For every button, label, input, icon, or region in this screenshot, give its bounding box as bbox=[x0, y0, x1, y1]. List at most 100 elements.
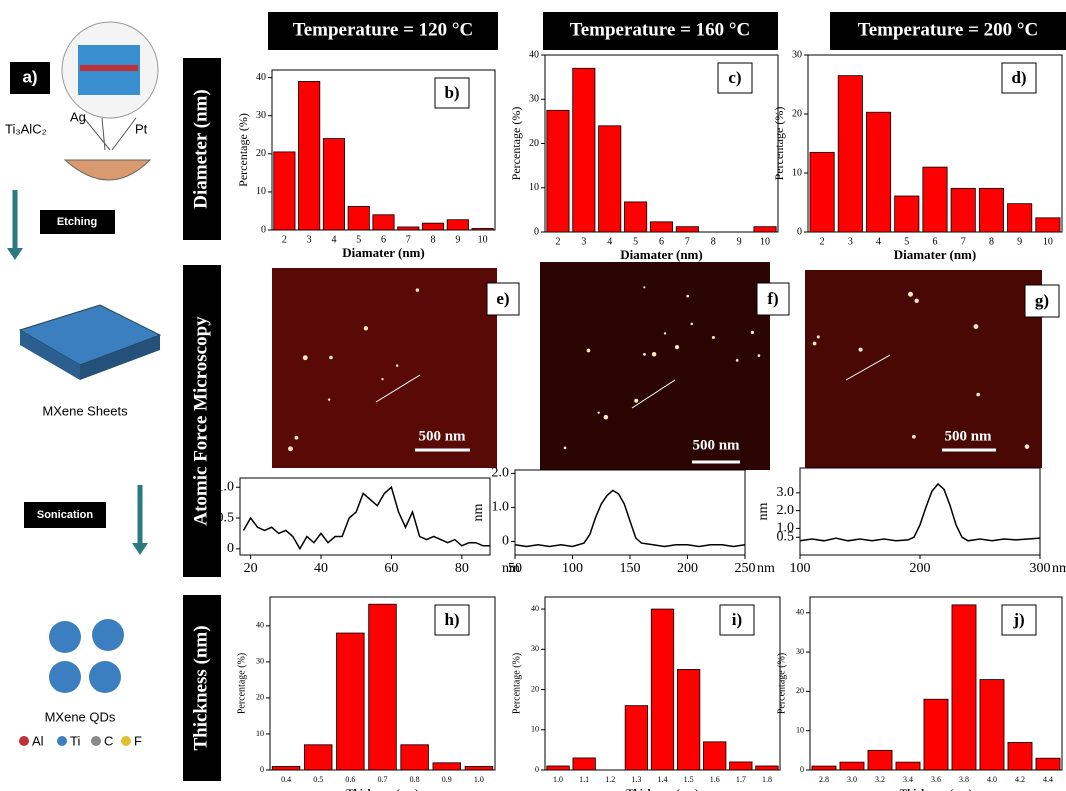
x-tick-label: 200 bbox=[910, 561, 931, 576]
y-tick-label: 20 bbox=[792, 108, 802, 119]
y-tick-label: 0 bbox=[227, 541, 234, 556]
bar bbox=[303, 744, 333, 771]
x-tick-label: 3 bbox=[848, 236, 853, 247]
y-tick-label: 0.5 bbox=[777, 529, 795, 544]
bar bbox=[753, 226, 777, 233]
y-tick-label: 10 bbox=[531, 725, 539, 734]
bar bbox=[895, 761, 921, 771]
x-tick-label: 4 bbox=[331, 234, 336, 245]
plot-frame bbox=[799, 467, 1041, 556]
plot-frame bbox=[239, 477, 491, 556]
anode: Ag bbox=[70, 109, 86, 124]
bar bbox=[572, 67, 596, 233]
profile-line bbox=[375, 374, 421, 403]
afm-image: g) 500 nm bbox=[805, 270, 1060, 468]
x-tick-label: 2.8 bbox=[819, 775, 829, 784]
x-axis-label: Thickness (nm) bbox=[346, 788, 419, 791]
sheet-side bbox=[20, 330, 80, 380]
y-tick-label: 40 bbox=[256, 621, 264, 630]
bar bbox=[867, 749, 893, 771]
x-tick-label: 0.9 bbox=[442, 775, 452, 784]
legend-dot bbox=[121, 736, 131, 746]
x-tick-label: 4 bbox=[607, 236, 612, 247]
panel-label: b) bbox=[444, 83, 459, 102]
x-axis-label: Diamater (nm) bbox=[342, 245, 424, 260]
legend-label: F bbox=[134, 733, 142, 748]
speck bbox=[911, 434, 916, 439]
y-tick-label: 30 bbox=[531, 644, 539, 653]
speck bbox=[643, 352, 646, 356]
y-tick-label: 0 bbox=[261, 224, 266, 235]
precursor: Ti₃AlC₂ bbox=[5, 121, 47, 136]
y-tick-label: 0 bbox=[260, 765, 264, 774]
step-box bbox=[24, 502, 106, 528]
label-box bbox=[1001, 604, 1037, 636]
x-tick-label: 3.2 bbox=[875, 775, 885, 784]
row-label: Diameter (nm) bbox=[190, 89, 211, 208]
panel-label: h) bbox=[444, 610, 459, 629]
bar bbox=[866, 111, 892, 233]
bar bbox=[811, 765, 837, 771]
x-axis-label: Diamater (nm) bbox=[620, 247, 702, 262]
bar bbox=[471, 228, 494, 231]
x-tick-label: 9 bbox=[455, 234, 460, 245]
y-tick-label: 30 bbox=[792, 49, 802, 60]
speck bbox=[858, 347, 863, 352]
y-axis-label: Percentage (%) bbox=[509, 107, 523, 181]
y-tick-label: 10 bbox=[792, 167, 802, 178]
x-tick-label: 1.5 bbox=[684, 775, 694, 784]
y-tick-label: 30 bbox=[256, 657, 264, 666]
speck bbox=[686, 294, 690, 298]
bar bbox=[347, 205, 370, 231]
x-tick-label: 150 bbox=[620, 561, 641, 576]
x-tick-label: 3.4 bbox=[903, 775, 913, 784]
x-unit: nm bbox=[757, 561, 775, 576]
legend-dot bbox=[91, 736, 101, 746]
speck bbox=[812, 341, 817, 346]
speck bbox=[597, 411, 600, 414]
bar bbox=[676, 669, 701, 771]
x-tick-label: 2 bbox=[820, 236, 825, 247]
header: Temperature = 200 °C bbox=[858, 19, 1038, 40]
label-box bbox=[756, 282, 790, 316]
speck bbox=[329, 355, 333, 360]
label-box bbox=[1024, 284, 1060, 318]
wire bbox=[111, 117, 137, 151]
row-box bbox=[183, 58, 221, 240]
legend-label: C bbox=[104, 733, 113, 748]
x-tick-label: 300 bbox=[1030, 561, 1051, 576]
header: Temperature = 160 °C bbox=[570, 19, 750, 40]
bar bbox=[675, 226, 699, 233]
bar bbox=[464, 765, 494, 771]
row-box bbox=[183, 595, 221, 781]
bar bbox=[922, 166, 948, 233]
x-axis-label: Thickness (nm) bbox=[626, 788, 699, 791]
y-axis-label: nm bbox=[756, 502, 771, 520]
panel-label: f) bbox=[767, 289, 778, 308]
bar bbox=[322, 138, 345, 231]
y-tick-label: 1.0 bbox=[777, 521, 795, 536]
afm-image: e) 500 nm bbox=[272, 268, 520, 468]
profile-line bbox=[631, 379, 676, 409]
bar bbox=[422, 222, 445, 231]
bar bbox=[1007, 203, 1033, 233]
label-box bbox=[434, 77, 470, 109]
y-tick-label: 30 bbox=[256, 110, 266, 121]
x-tick-label: 1.6 bbox=[710, 775, 720, 784]
qd bbox=[92, 619, 124, 651]
y-tick-label: 0 bbox=[502, 534, 509, 549]
bar bbox=[432, 762, 462, 771]
x-axis-label: Thickness (nm) bbox=[900, 788, 973, 791]
speck bbox=[973, 324, 979, 329]
bar bbox=[271, 765, 301, 771]
panel-label: a) bbox=[22, 67, 37, 86]
bar bbox=[298, 81, 321, 231]
bar bbox=[950, 187, 976, 233]
x-axis-label: Diamater (nm) bbox=[894, 247, 976, 262]
label-box bbox=[10, 62, 50, 94]
x-tick-label: 5 bbox=[356, 234, 361, 245]
scale-label: 500 nm bbox=[944, 428, 992, 444]
x-tick-label: 80 bbox=[455, 561, 469, 576]
speck bbox=[586, 348, 591, 353]
step-box bbox=[40, 210, 115, 234]
